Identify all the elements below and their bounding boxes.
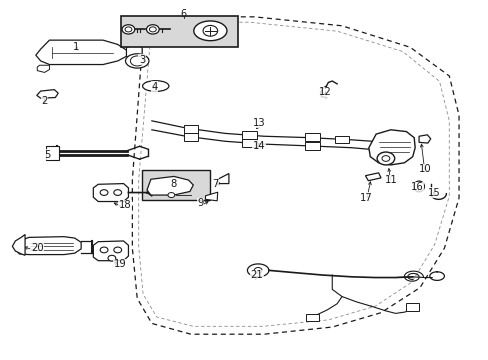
Circle shape bbox=[203, 26, 217, 36]
Polygon shape bbox=[368, 130, 414, 165]
FancyBboxPatch shape bbox=[183, 133, 198, 141]
Polygon shape bbox=[217, 174, 228, 184]
FancyBboxPatch shape bbox=[142, 170, 210, 201]
Polygon shape bbox=[37, 65, 49, 72]
Text: 14: 14 bbox=[252, 141, 265, 151]
Polygon shape bbox=[37, 90, 58, 98]
Circle shape bbox=[130, 56, 144, 66]
Circle shape bbox=[149, 27, 156, 32]
Text: 20: 20 bbox=[31, 243, 43, 253]
FancyBboxPatch shape bbox=[406, 303, 418, 311]
Text: 17: 17 bbox=[359, 193, 372, 203]
FancyBboxPatch shape bbox=[183, 125, 198, 133]
Ellipse shape bbox=[125, 54, 149, 68]
Circle shape bbox=[114, 247, 122, 253]
Circle shape bbox=[381, 156, 389, 161]
Ellipse shape bbox=[142, 81, 168, 91]
FancyBboxPatch shape bbox=[121, 16, 238, 47]
Polygon shape bbox=[93, 241, 128, 261]
FancyBboxPatch shape bbox=[334, 135, 348, 143]
Text: 7: 7 bbox=[212, 179, 218, 189]
Text: 12: 12 bbox=[318, 87, 331, 97]
Ellipse shape bbox=[193, 21, 226, 41]
Circle shape bbox=[254, 267, 262, 273]
Text: 2: 2 bbox=[41, 96, 48, 106]
Circle shape bbox=[146, 25, 159, 34]
Polygon shape bbox=[36, 40, 126, 64]
Polygon shape bbox=[365, 173, 380, 181]
Circle shape bbox=[100, 247, 108, 253]
Text: 15: 15 bbox=[427, 188, 440, 198]
Text: 4: 4 bbox=[151, 82, 157, 92]
FancyBboxPatch shape bbox=[305, 141, 320, 149]
Polygon shape bbox=[15, 237, 81, 255]
FancyBboxPatch shape bbox=[305, 134, 320, 141]
Circle shape bbox=[108, 255, 116, 261]
Circle shape bbox=[125, 27, 132, 32]
Ellipse shape bbox=[413, 181, 424, 192]
Polygon shape bbox=[205, 192, 217, 201]
Text: 11: 11 bbox=[384, 175, 396, 185]
Text: 21: 21 bbox=[250, 270, 263, 280]
Circle shape bbox=[376, 152, 394, 165]
Polygon shape bbox=[418, 135, 430, 143]
FancyBboxPatch shape bbox=[242, 139, 256, 147]
Text: 10: 10 bbox=[418, 164, 430, 174]
Polygon shape bbox=[147, 176, 193, 195]
Circle shape bbox=[100, 190, 108, 195]
Circle shape bbox=[122, 25, 135, 34]
Text: 13: 13 bbox=[252, 118, 265, 128]
Circle shape bbox=[167, 193, 174, 198]
Text: 18: 18 bbox=[119, 200, 131, 210]
Text: 6: 6 bbox=[180, 9, 186, 19]
FancyBboxPatch shape bbox=[242, 131, 256, 139]
FancyBboxPatch shape bbox=[46, 145, 59, 160]
Text: 1: 1 bbox=[73, 42, 79, 52]
Text: 19: 19 bbox=[114, 259, 126, 269]
Polygon shape bbox=[93, 184, 128, 202]
Polygon shape bbox=[126, 44, 142, 59]
Text: 16: 16 bbox=[410, 182, 423, 192]
Text: 5: 5 bbox=[44, 150, 50, 160]
Text: 8: 8 bbox=[170, 179, 177, 189]
Text: 9: 9 bbox=[197, 198, 203, 208]
FancyBboxPatch shape bbox=[305, 315, 318, 321]
Polygon shape bbox=[12, 234, 25, 255]
Text: 3: 3 bbox=[139, 55, 145, 65]
Circle shape bbox=[114, 190, 122, 195]
